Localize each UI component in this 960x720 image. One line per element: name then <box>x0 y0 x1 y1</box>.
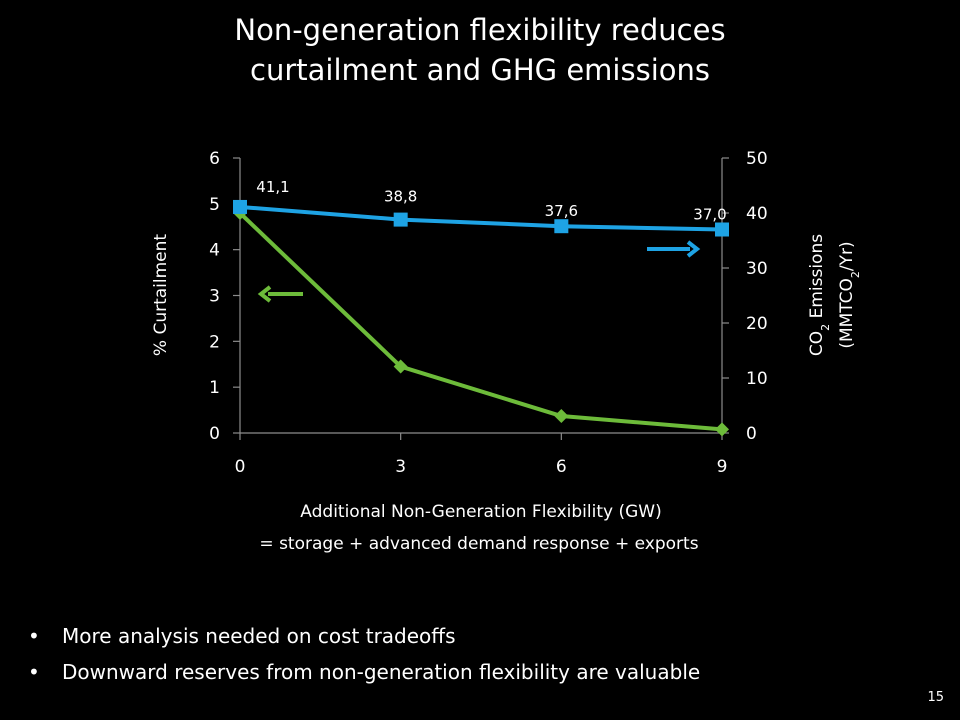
data-point-square <box>393 212 408 227</box>
y-axis-label-left: % Curtailment <box>151 234 171 357</box>
x-tick-label: 0 <box>235 457 246 477</box>
data-label: 37,0 <box>693 206 726 224</box>
arrow-to-left-axis-head <box>257 285 272 303</box>
x-tick-label: 9 <box>717 457 728 477</box>
x-tick-label: 3 <box>395 457 406 477</box>
bullet-text: More analysis needed on cost tradeoffs <box>62 624 456 648</box>
y-tick-label-right: 0 <box>746 424 757 444</box>
data-point-square <box>554 219 569 234</box>
data-point-diamond <box>715 422 729 437</box>
arrow-to-right-axis-head <box>686 240 701 258</box>
x-axis-label: Additional Non-Generation Flexibility (G… <box>300 502 661 522</box>
y-axis-label-right-line1: CO2 Emissions <box>807 234 832 356</box>
y-tick-label-right: 40 <box>746 204 768 224</box>
x-tick-label: 6 <box>556 457 567 477</box>
bullet-dot-icon: • <box>28 660 40 684</box>
slide-title-line1: Non-generation flexibility reduces <box>234 13 726 47</box>
slide-title: Non-generation flexibility reduces curta… <box>0 10 960 90</box>
data-label: 38,8 <box>384 188 417 206</box>
data-label: 41,1 <box>256 178 289 196</box>
data-label: 37,6 <box>545 202 578 220</box>
x-axis-label-line2: = storage + advanced demand response + e… <box>259 534 698 554</box>
slide-title-line2: curtailment and GHG emissions <box>250 53 710 87</box>
y-tick-label-left: 2 <box>209 332 220 352</box>
bullet-item: • More analysis needed on cost tradeoffs <box>28 618 700 654</box>
y-tick-label-left: 0 <box>209 424 220 444</box>
bullet-list: • More analysis needed on cost tradeoffs… <box>28 618 700 690</box>
data-point-diamond <box>554 409 569 424</box>
page-number: 15 <box>927 690 944 705</box>
y-tick-label-left: 3 <box>209 287 220 307</box>
data-point-square <box>715 222 729 237</box>
series-line-left <box>238 211 723 432</box>
bullet-text: Downward reserves from non-generation fl… <box>62 660 701 684</box>
y-tick-label-right: 50 <box>746 149 768 169</box>
data-point-square <box>233 199 247 214</box>
bullet-dot-icon: • <box>28 624 40 648</box>
data-point-diamond <box>393 359 408 374</box>
y-tick-label-right: 20 <box>746 314 768 334</box>
series-line-right <box>239 204 723 232</box>
y-tick-label-left: 4 <box>209 241 220 261</box>
y-tick-label-left: 1 <box>209 378 220 398</box>
y-tick-label-right: 10 <box>746 369 768 389</box>
y-tick-label-left: 5 <box>209 195 220 215</box>
bullet-item: • Downward reserves from non-generation … <box>28 654 700 690</box>
y-tick-label-left: 6 <box>209 149 220 169</box>
y-tick-label-right: 30 <box>746 259 768 279</box>
y-axis-label-right-line2: (MMTCO2/Yr) <box>837 241 862 348</box>
